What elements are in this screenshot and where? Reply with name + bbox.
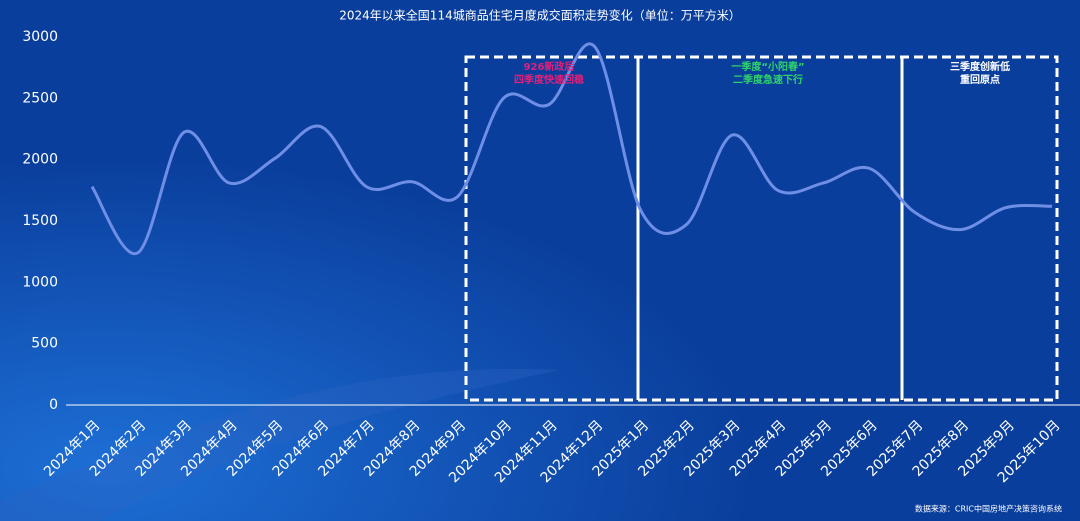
annotation: 重回原点 <box>960 73 1000 86</box>
annotation: 926新政后 <box>524 60 575 73</box>
y-tick-label: 1500 <box>22 213 58 229</box>
annotation: 一季度“小阳春” <box>731 60 804 73</box>
y-tick-label: 1000 <box>22 274 58 290</box>
line-series <box>90 42 1053 256</box>
y-tick-label: 0 <box>49 397 58 413</box>
chart-title: 2024年以来全国114城商品住宅月度成交面积走势变化（单位：万平方米） <box>339 8 740 23</box>
decor-wave <box>0 368 560 521</box>
annotation: 四季度快速回稳 <box>514 73 584 86</box>
annotation-box <box>464 55 1059 402</box>
y-tick-label: 2000 <box>22 152 58 168</box>
source-note: 数据来源：CRIC中国房地产决策咨询系统 <box>915 504 1062 514</box>
y-tick-label: 500 <box>31 336 58 352</box>
annotation: 三季度创新低 <box>950 60 1010 73</box>
y-tick-label: 3000 <box>22 29 58 45</box>
annotation: 二季度急速下行 <box>733 73 803 86</box>
y-tick-label: 2500 <box>22 90 58 106</box>
